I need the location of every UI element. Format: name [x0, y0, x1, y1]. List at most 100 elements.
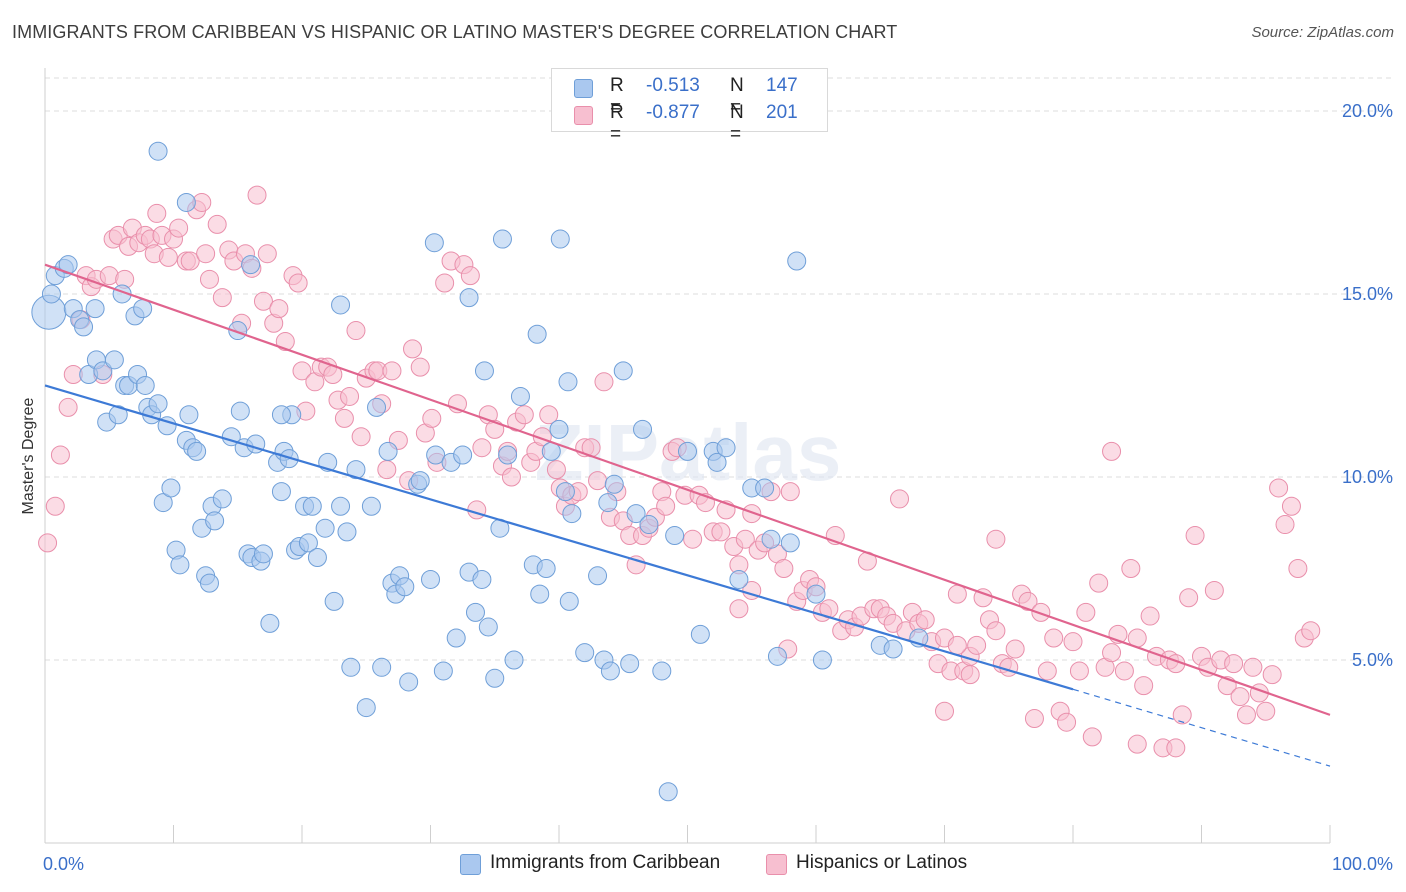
data-point-hispanics: [253, 291, 273, 311]
data-point-caribbean: [212, 489, 232, 509]
data-point-caribbean: [324, 591, 344, 611]
data-point-caribbean: [241, 255, 261, 275]
data-point-caribbean: [485, 668, 505, 688]
data-point-caribbean: [707, 452, 727, 472]
data-point-caribbean: [633, 419, 653, 439]
legend-swatch-blue: [574, 79, 593, 98]
y-tick-label: 5.0%: [1352, 650, 1393, 670]
data-point-caribbean: [253, 544, 273, 564]
data-point-hispanics: [1204, 580, 1224, 600]
data-point-caribbean: [729, 569, 749, 589]
data-point-caribbean: [424, 233, 444, 253]
data-point-hispanics: [212, 288, 232, 308]
data-point-hispanics: [45, 496, 65, 516]
data-point-hispanics: [1102, 643, 1122, 663]
data-point-caribbean: [176, 192, 196, 212]
data-point-caribbean: [549, 419, 569, 439]
data-point-caribbean: [372, 657, 392, 677]
data-point-caribbean: [613, 361, 633, 381]
data-point-caribbean: [478, 617, 498, 637]
data-point-caribbean: [205, 511, 225, 531]
data-point-caribbean: [230, 401, 250, 421]
data-point-hispanics: [1185, 526, 1205, 546]
data-point-hispanics: [147, 203, 167, 223]
data-point-caribbean: [562, 504, 582, 524]
data-point-hispanics: [1230, 687, 1250, 707]
data-point-hispanics: [1089, 573, 1109, 593]
axes: [44, 68, 1331, 844]
data-point-caribbean: [787, 251, 807, 271]
data-point-caribbean: [367, 397, 387, 417]
data-point-hispanics: [207, 214, 227, 234]
data-point-caribbean: [678, 441, 697, 461]
data-point-hispanics: [377, 460, 397, 480]
correlation-legend: R = -0.513 N = 147 R = -0.877 N = 201: [551, 68, 828, 145]
data-point-hispanics: [196, 244, 216, 264]
data-point-caribbean: [228, 321, 248, 341]
legend-r-label: R =: [610, 102, 624, 145]
source-label: Source: ZipAtlas.com: [1251, 24, 1394, 41]
data-point-hispanics: [467, 500, 487, 520]
data-point-caribbean: [492, 229, 512, 249]
data-point-hispanics: [1243, 657, 1263, 677]
data-point-caribbean: [331, 496, 351, 516]
data-point-hispanics: [1114, 661, 1134, 681]
data-point-caribbean: [527, 324, 547, 344]
data-point-hispanics: [1102, 441, 1122, 461]
data-point-hispanics: [1281, 496, 1301, 516]
data-point-hispanics: [774, 558, 794, 578]
data-point-caribbean: [104, 350, 124, 370]
data-point-hispanics: [935, 701, 954, 721]
legend-n-label: N =: [730, 102, 744, 145]
data-point-hispanics: [986, 621, 1006, 641]
data-point-hispanics: [1236, 705, 1256, 725]
data-point-hispanics: [180, 251, 200, 271]
legend-r-value: -0.513: [646, 75, 700, 96]
trend-lines: [44, 263, 1331, 767]
data-point-hispanics: [292, 361, 312, 381]
data-point-hispanics: [1063, 632, 1083, 652]
data-point-hispanics: [501, 467, 521, 487]
data-point-caribbean: [536, 558, 556, 578]
data-point-hispanics: [1037, 661, 1057, 681]
bottom-legend-label: Hispanics or Latinos: [796, 852, 968, 873]
data-point-hispanics: [683, 529, 703, 549]
data-point-caribbean: [341, 657, 361, 677]
data-point-caribbean: [187, 441, 207, 461]
tick-labels: 5.0% 10.0% 15.0% 20.0% 0.0% 100.0%: [43, 101, 1393, 874]
data-point-hispanics: [1076, 602, 1096, 622]
data-point-caribbean: [780, 533, 800, 553]
bottom-legend-label: Immigrants from Caribbean: [490, 852, 721, 873]
data-point-hispanics: [735, 529, 755, 549]
data-point-hispanics: [947, 635, 967, 655]
data-point-caribbean: [135, 375, 155, 395]
data-point-caribbean: [302, 496, 322, 516]
data-point-caribbean: [108, 405, 128, 425]
data-point-hispanics: [351, 427, 371, 447]
data-point-hispanics: [247, 185, 267, 205]
data-point-hispanics: [780, 482, 800, 502]
data-point-hispanics: [1031, 602, 1051, 622]
data-point-hispanics: [1024, 709, 1044, 729]
data-point-hispanics: [1134, 676, 1154, 696]
data-point-caribbean: [395, 577, 415, 597]
data-point-hispanics: [1288, 558, 1308, 578]
legend-n-value: 201: [766, 102, 798, 123]
data-point-caribbean: [459, 288, 479, 308]
data-point-caribbean: [755, 478, 775, 498]
data-point-hispanics: [460, 266, 480, 286]
data-point-caribbean: [465, 602, 485, 622]
data-point-hispanics: [711, 522, 731, 542]
data-point-caribbean: [806, 584, 826, 604]
data-point-hispanics: [656, 496, 676, 516]
data-point-hispanics: [257, 244, 277, 264]
bottom-legend-swatch-pink: [766, 854, 787, 875]
data-point-caribbean: [550, 229, 570, 249]
data-point-hispanics: [947, 584, 967, 604]
data-point-caribbean: [761, 529, 781, 549]
data-point-hispanics: [1140, 606, 1160, 626]
data-point-caribbean: [498, 445, 518, 465]
data-point-caribbean: [598, 493, 618, 513]
data-point-hispanics: [742, 504, 762, 524]
